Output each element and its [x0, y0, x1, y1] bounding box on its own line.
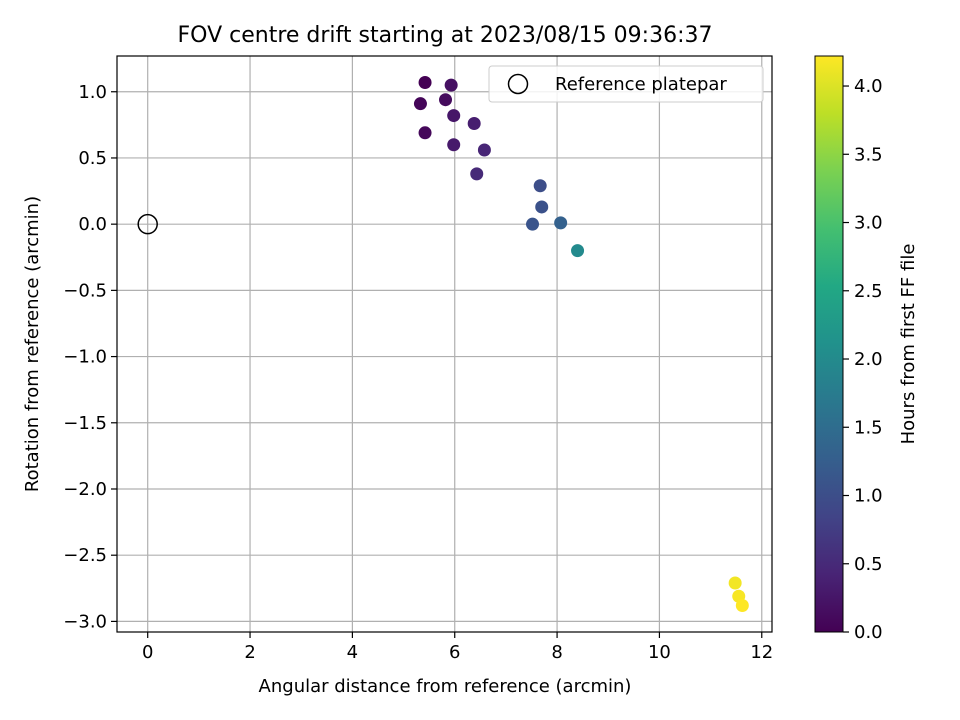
drift-point: [470, 167, 484, 181]
legend-reference-marker: [507, 73, 529, 95]
y-tick-label: −1.5: [63, 413, 107, 434]
colorbar: 0.0 0.5 1.0 1.5 2.0 2.5 3.0 3.5 4.0 Hours from f…: [814, 55, 919, 643]
plot-area-frame: [116, 55, 773, 633]
drift-point: [439, 93, 453, 107]
y-tick-label: −2.0: [63, 479, 107, 500]
colorbar-tick-label: 4.0: [854, 76, 883, 97]
legend: Reference platepar: [488, 65, 764, 103]
y-axis-label: Rotation from reference (arcmin): [22, 196, 43, 492]
colorbar-tick-label: 2.5: [854, 281, 883, 302]
drift-point: [467, 117, 481, 131]
drift-point: [447, 109, 461, 123]
x-tick-label: 0: [142, 642, 153, 663]
y-tick-label: 0.0: [78, 214, 107, 235]
y-tick-label: −0.5: [63, 280, 107, 301]
colorbar-tick-label: 0.5: [854, 554, 883, 575]
colorbar-tick-label: 0.0: [854, 622, 883, 643]
colorbar-tick-label: 1.5: [854, 417, 883, 438]
drift-point: [413, 97, 427, 111]
colorbar-tick-label: 3.5: [854, 144, 883, 165]
drift-point: [447, 138, 461, 152]
colorbar-tick-label: 1.0: [854, 486, 883, 507]
legend-reference-label: Reference platepar: [555, 74, 727, 95]
x-tick-label: 6: [449, 642, 460, 663]
x-tick-label: 2: [244, 642, 255, 663]
x-tick-label: 4: [347, 642, 358, 663]
grid-lines: [117, 56, 772, 632]
y-tick-label: 1.0: [78, 82, 107, 103]
x-tick-label: 10: [648, 642, 671, 663]
y-tick-label: 0.5: [78, 148, 107, 169]
data-points: [137, 75, 749, 613]
x-axis-label: Angular distance from reference (arcmin): [259, 676, 632, 697]
drift-point: [735, 599, 749, 613]
y-tick-label: −3.0: [63, 611, 107, 632]
drift-point: [728, 576, 742, 590]
drift-point: [571, 244, 585, 258]
drift-point: [418, 126, 432, 140]
colorbar-tick-label: 2.0: [854, 349, 883, 370]
x-axis-ticks: 0 2 4 6 8 10 12: [142, 632, 773, 663]
colorbar-label: Hours from first FF file: [898, 244, 919, 445]
colorbar-gradient: [814, 55, 844, 633]
colorbar-ticks: 0.0 0.5 1.0 1.5 2.0 2.5 3.0 3.5 4.0: [843, 76, 883, 643]
x-tick-label: 12: [750, 642, 773, 663]
chart-title: FOV centre drift starting at 2023/08/15 …: [178, 23, 713, 48]
drift-point: [526, 217, 540, 231]
y-tick-label: −2.5: [63, 545, 107, 566]
reference-platepar-marker: [137, 213, 158, 235]
x-tick-label: 8: [551, 642, 562, 663]
drift-point: [533, 179, 547, 193]
legend-box: [488, 65, 764, 103]
drift-point: [477, 143, 491, 157]
drift-point: [418, 75, 432, 89]
y-axis-ticks: −3.0 −2.5 −2.0 −1.5 −1.0 −0.5 0.0 0.5 1.0: [63, 82, 117, 632]
drift-point: [554, 216, 568, 230]
drift-point: [535, 200, 549, 214]
colorbar-tick-label: 3.0: [854, 213, 883, 234]
drift-point: [444, 78, 458, 92]
y-tick-label: −1.0: [63, 347, 107, 368]
